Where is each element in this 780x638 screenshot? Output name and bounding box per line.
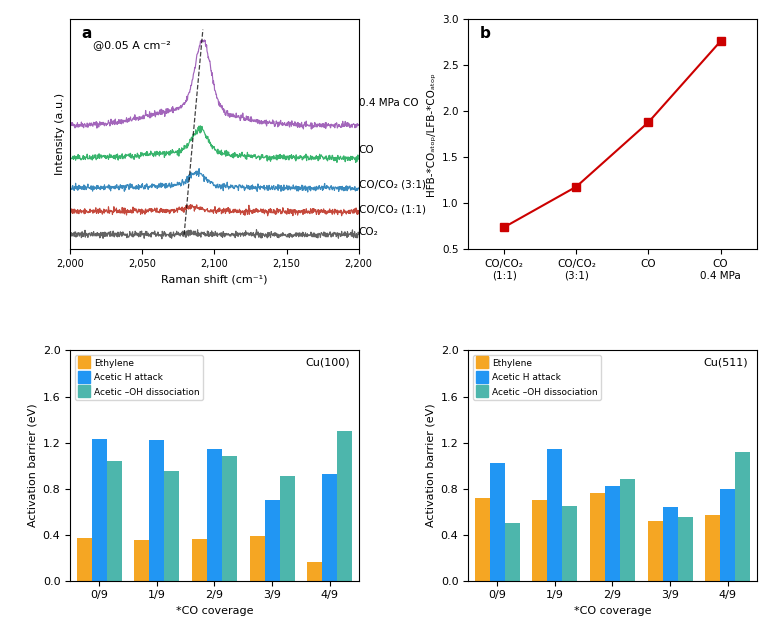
- Bar: [705, 515, 720, 581]
- Bar: [165, 471, 179, 581]
- Y-axis label: HFB-*COₐₜₒₚ/LFB-*COₐₜₒₚ: HFB-*COₐₜₒₚ/LFB-*COₐₜₒₚ: [427, 72, 436, 196]
- Bar: [76, 538, 91, 581]
- X-axis label: *CO coverage: *CO coverage: [573, 606, 651, 616]
- Text: CO: CO: [359, 145, 374, 155]
- X-axis label: *CO coverage: *CO coverage: [176, 606, 254, 616]
- Y-axis label: Activation barrier (eV): Activation barrier (eV): [27, 404, 37, 528]
- Bar: [207, 449, 222, 581]
- Y-axis label: Activation barrier (eV): Activation barrier (eV): [425, 404, 435, 528]
- Text: 0.4 MPa CO: 0.4 MPa CO: [359, 98, 418, 108]
- Bar: [720, 489, 736, 581]
- Text: CO₂: CO₂: [359, 227, 378, 237]
- Bar: [279, 476, 295, 581]
- Text: c: c: [82, 357, 90, 373]
- Bar: [91, 439, 107, 581]
- Bar: [264, 500, 279, 581]
- Legend: Ethylene, Acetic H attack, Acetic –OH dissociation: Ethylene, Acetic H attack, Acetic –OH di…: [75, 355, 203, 400]
- X-axis label: Raman shift (cm⁻¹): Raman shift (cm⁻¹): [161, 274, 268, 285]
- Text: @0.05 A cm⁻²: @0.05 A cm⁻²: [94, 40, 171, 50]
- Bar: [192, 539, 207, 581]
- Text: b: b: [480, 26, 491, 41]
- Bar: [605, 486, 620, 581]
- Bar: [149, 440, 165, 581]
- Text: Cu(100): Cu(100): [305, 357, 350, 367]
- Bar: [662, 507, 678, 581]
- Bar: [647, 521, 662, 581]
- Bar: [590, 493, 605, 581]
- Text: d: d: [480, 357, 491, 373]
- Bar: [490, 463, 505, 581]
- Legend: Ethylene, Acetic H attack, Acetic –OH dissociation: Ethylene, Acetic H attack, Acetic –OH di…: [473, 355, 601, 400]
- Bar: [307, 562, 322, 581]
- Bar: [474, 498, 490, 581]
- Bar: [620, 479, 635, 581]
- Bar: [337, 431, 353, 581]
- Text: CO/CO₂ (3:1): CO/CO₂ (3:1): [359, 180, 426, 190]
- Bar: [250, 536, 264, 581]
- Bar: [222, 456, 237, 581]
- Bar: [736, 452, 750, 581]
- Y-axis label: Intensity (a.u.): Intensity (a.u.): [55, 93, 65, 175]
- Bar: [322, 473, 337, 581]
- Text: Cu(511): Cu(511): [704, 357, 748, 367]
- Text: a: a: [82, 26, 92, 41]
- Bar: [134, 540, 149, 581]
- Bar: [532, 500, 548, 581]
- Bar: [548, 449, 562, 581]
- Bar: [107, 461, 122, 581]
- Bar: [505, 523, 519, 581]
- Bar: [678, 517, 693, 581]
- Bar: [562, 506, 577, 581]
- Text: CO/CO₂ (1:1): CO/CO₂ (1:1): [359, 204, 426, 214]
